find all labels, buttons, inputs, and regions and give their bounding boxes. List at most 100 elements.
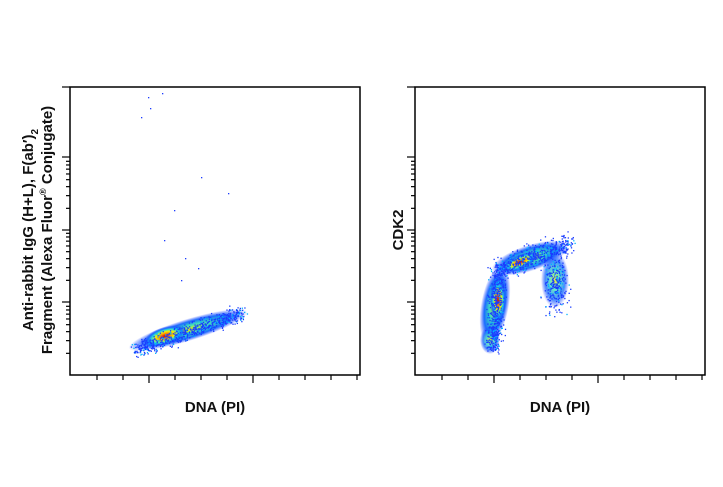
dot bbox=[160, 336, 163, 338]
dot bbox=[566, 313, 568, 316]
dot bbox=[156, 340, 158, 343]
dot bbox=[186, 335, 189, 337]
dot bbox=[212, 326, 214, 328]
dot bbox=[496, 316, 498, 319]
dot bbox=[229, 321, 231, 323]
dot bbox=[536, 253, 538, 255]
dot bbox=[140, 354, 142, 356]
dot bbox=[502, 340, 504, 342]
dot bbox=[201, 319, 204, 321]
dot bbox=[154, 350, 156, 352]
scatter-dots bbox=[130, 93, 576, 358]
dot bbox=[223, 318, 225, 320]
dot bbox=[144, 337, 147, 340]
dot bbox=[509, 254, 511, 256]
dot bbox=[200, 332, 203, 334]
dot bbox=[203, 317, 206, 319]
dot bbox=[162, 336, 165, 339]
dot bbox=[191, 331, 194, 333]
dot bbox=[222, 319, 224, 321]
dot bbox=[500, 287, 502, 289]
dot bbox=[557, 286, 559, 288]
dot bbox=[195, 325, 197, 328]
dot bbox=[567, 237, 569, 239]
dot bbox=[556, 283, 558, 285]
dot bbox=[498, 292, 500, 295]
dot bbox=[184, 330, 186, 332]
dot bbox=[211, 322, 213, 324]
dot bbox=[532, 244, 534, 246]
dot bbox=[502, 283, 504, 285]
dot bbox=[491, 288, 493, 290]
dot bbox=[244, 311, 246, 314]
dot bbox=[517, 257, 519, 260]
dot bbox=[561, 240, 564, 243]
dot bbox=[178, 334, 180, 336]
dot bbox=[527, 252, 530, 255]
dot bbox=[517, 275, 520, 277]
dot bbox=[566, 274, 568, 277]
dot bbox=[522, 257, 524, 260]
dot bbox=[226, 314, 228, 317]
dot bbox=[563, 235, 565, 238]
dot bbox=[486, 331, 488, 333]
dot bbox=[540, 296, 542, 298]
dot bbox=[241, 315, 243, 318]
dot bbox=[208, 320, 211, 323]
dot bbox=[554, 249, 557, 251]
dot bbox=[552, 265, 554, 268]
dot bbox=[501, 265, 503, 267]
dot bbox=[494, 307, 496, 310]
dot bbox=[542, 255, 544, 258]
dot bbox=[519, 262, 522, 264]
dot bbox=[136, 355, 138, 358]
dot bbox=[517, 263, 520, 265]
dot bbox=[197, 324, 199, 326]
dot bbox=[152, 347, 155, 349]
dot bbox=[240, 317, 242, 319]
dot bbox=[502, 285, 504, 287]
dot bbox=[493, 308, 495, 310]
dot bbox=[521, 254, 524, 256]
dot bbox=[555, 285, 557, 287]
dot bbox=[240, 319, 242, 321]
x-axis-label: DNA (PI) bbox=[530, 399, 590, 416]
dot bbox=[499, 297, 501, 299]
dot bbox=[521, 261, 524, 263]
dot bbox=[551, 287, 553, 290]
dot bbox=[494, 291, 496, 294]
dot bbox=[227, 314, 229, 317]
dot bbox=[141, 338, 143, 341]
dot bbox=[232, 317, 234, 319]
dot bbox=[498, 311, 500, 314]
dot bbox=[549, 306, 551, 308]
dot bbox=[144, 347, 146, 349]
dot bbox=[549, 257, 552, 259]
dot bbox=[534, 264, 536, 266]
dot bbox=[205, 324, 208, 326]
dot bbox=[515, 262, 518, 264]
dot bbox=[535, 254, 537, 256]
dot bbox=[496, 266, 498, 269]
dot bbox=[560, 270, 562, 273]
dot bbox=[499, 312, 501, 314]
dot bbox=[559, 265, 561, 267]
dot bbox=[557, 295, 559, 297]
dot bbox=[487, 267, 489, 269]
dot bbox=[527, 252, 529, 254]
dot bbox=[150, 342, 153, 345]
dot bbox=[195, 326, 198, 328]
dot bbox=[503, 272, 505, 274]
dot bbox=[174, 336, 176, 338]
dot bbox=[566, 255, 568, 257]
dot bbox=[567, 253, 569, 255]
dot bbox=[176, 328, 178, 330]
dot bbox=[153, 348, 156, 350]
dot bbox=[555, 309, 557, 311]
dot bbox=[522, 255, 524, 257]
dot bbox=[495, 344, 498, 346]
dot bbox=[523, 272, 525, 274]
y-axis-label: Anti-rabbit IgG (H+L), F(ab′)2 bbox=[20, 129, 41, 332]
dot bbox=[187, 327, 189, 329]
dot bbox=[158, 334, 161, 336]
